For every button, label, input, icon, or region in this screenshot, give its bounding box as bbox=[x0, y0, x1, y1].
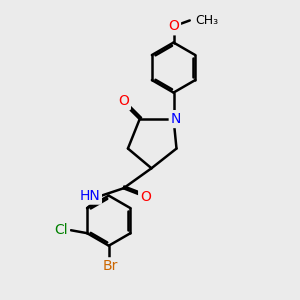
Text: N: N bbox=[171, 112, 181, 126]
Text: HN: HN bbox=[79, 189, 100, 202]
Text: CH₃: CH₃ bbox=[195, 14, 218, 27]
Text: Br: Br bbox=[103, 259, 118, 273]
Text: Cl: Cl bbox=[54, 223, 68, 237]
Text: O: O bbox=[140, 190, 151, 204]
Text: O: O bbox=[168, 19, 179, 33]
Text: O: O bbox=[118, 94, 129, 108]
